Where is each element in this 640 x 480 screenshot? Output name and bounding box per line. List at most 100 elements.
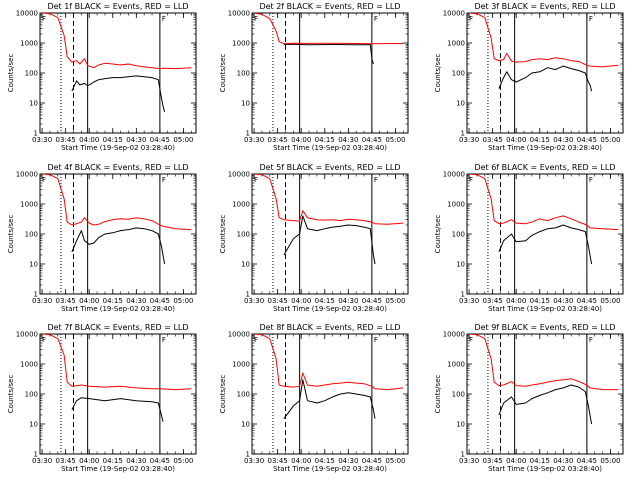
chart-panel-5: Det 5f BLACK = Events, RED = LLD 1 10 100 10… [219,163,409,313]
series-line-events [498,224,593,265]
x-tick-label: 04:00 [79,457,99,465]
x-tick-label: 04:30 [126,136,146,144]
chart-title: Det 8f BLACK = Events, RED = LLD [259,323,400,332]
series-group [42,174,192,265]
series-group [469,174,619,265]
x-tick-label: 05:00 [173,297,193,305]
x-tick-label: 03:45 [483,136,503,144]
y-tick-label: 1000 [447,201,465,209]
y-tick-label: 10000 [16,10,38,18]
series-line-lld [254,334,404,391]
y-tick-label: 100 [237,231,250,239]
series-group [469,334,619,425]
x-tick-label: 03:45 [483,457,503,465]
y-axis-label: Counts/sec [434,215,442,254]
y-tick-label: 10000 [228,10,250,18]
x-tick-label: 03:45 [56,136,76,144]
y-axis-label: Counts/sec [219,54,227,93]
x-tick-label: 05:00 [385,457,405,465]
chart-panel-2: Det 2f BLACK = Events, RED = LLD 1 10 100 10… [219,2,409,152]
y-tick-label: 10000 [443,331,465,339]
y-tick-label: 1 [34,130,38,138]
x-axis-label: Start Time (19-Sep-02 03:28:40) [61,144,175,152]
flag-marker-left: F [469,15,473,23]
x-tick-label: 04:00 [291,136,311,144]
chart-title: Det 2f BLACK = Events, RED = LLD [259,2,400,11]
flag-marker-left: F [42,15,46,23]
x-tick-label: 03:30 [32,136,52,144]
series-line-lld [254,13,404,45]
x-tick-label: 04:00 [79,136,99,144]
x-tick-label: 03:45 [56,297,76,305]
chart-panel-1: Det 1f BLACK = Events, RED = LLD 1 10 100 10… [7,2,197,152]
flag-marker-left: F [469,336,473,344]
series-group [469,13,619,92]
series-group [42,13,192,113]
series-line-lld [469,174,619,231]
chart-panel-9: Det 9f BLACK = Events, RED = LLD 1 10 100 10… [434,323,624,473]
x-tick-label: 03:30 [244,457,264,465]
x-tick-label: 04:15 [530,457,550,465]
y-tick-label: 1000 [232,40,250,48]
chart-panel-4: Det 4f BLACK = Events, RED = LLD 1 10 100 10… [7,163,197,313]
x-tick-label: 05:00 [385,297,405,305]
series-group [254,334,404,419]
x-tick-label: 04:45 [577,136,597,144]
x-tick-label: 03:30 [459,136,479,144]
series-line-events [498,65,593,92]
plot-frame [251,12,409,134]
y-tick-label: 10 [456,421,465,429]
x-tick-label: 04:30 [338,297,358,305]
x-tick-label: 04:45 [362,457,382,465]
x-tick-label: 04:45 [150,136,170,144]
series-line-lld [42,174,192,231]
y-tick-label: 10 [29,261,38,269]
y-tick-label: 1 [246,291,250,299]
x-tick-label: 03:30 [32,297,52,305]
x-tick-label: 04:45 [150,297,170,305]
flag-marker-right: F [374,15,378,23]
x-tick-label: 05:00 [600,136,620,144]
chart-title: Det 7f BLACK = Events, RED = LLD [47,323,188,332]
x-tick-label: 04:00 [506,457,526,465]
y-tick-label: 10 [241,421,250,429]
series-line-lld [254,174,404,225]
series-line-lld [42,334,192,391]
x-tick-label: 04:30 [553,136,573,144]
y-axis-label: Counts/sec [434,54,442,93]
y-tick-label: 1000 [232,201,250,209]
x-axis-label: Start Time (19-Sep-02 03:28:40) [61,465,175,473]
x-tick-label: 03:45 [268,457,288,465]
x-axis-label: Start Time (19-Sep-02 03:28:40) [273,144,387,152]
x-tick-label: 04:15 [315,297,335,305]
y-tick-label: 10 [29,100,38,108]
x-tick-label: 03:30 [459,457,479,465]
flag-marker-right: F [589,336,593,344]
plot-frame [251,173,409,295]
x-tick-label: 04:30 [126,457,146,465]
y-tick-label: 10 [456,100,465,108]
y-tick-label: 1000 [447,40,465,48]
x-tick-label: 05:00 [385,136,405,144]
chart-title: Det 6f BLACK = Events, RED = LLD [474,163,615,172]
y-tick-label: 100 [25,70,38,78]
y-tick-label: 10000 [443,171,465,179]
flag-marker-left: F [254,336,258,344]
series-line-events [71,227,166,265]
y-tick-label: 1 [246,451,250,459]
x-tick-label: 04:15 [530,136,550,144]
series-line-events [498,384,593,425]
x-tick-label: 04:15 [315,457,335,465]
flag-marker-right: F [162,15,166,23]
x-axis-label: Start Time (19-Sep-02 03:28:40) [488,144,602,152]
y-tick-label: 10 [456,261,465,269]
flag-marker-left: F [469,176,473,184]
y-tick-label: 10 [241,100,250,108]
x-tick-label: 03:45 [483,297,503,305]
x-tick-label: 04:30 [553,457,573,465]
x-tick-label: 03:45 [268,297,288,305]
y-tick-label: 1000 [447,361,465,369]
series-line-lld [469,13,619,68]
y-tick-label: 10000 [228,331,250,339]
